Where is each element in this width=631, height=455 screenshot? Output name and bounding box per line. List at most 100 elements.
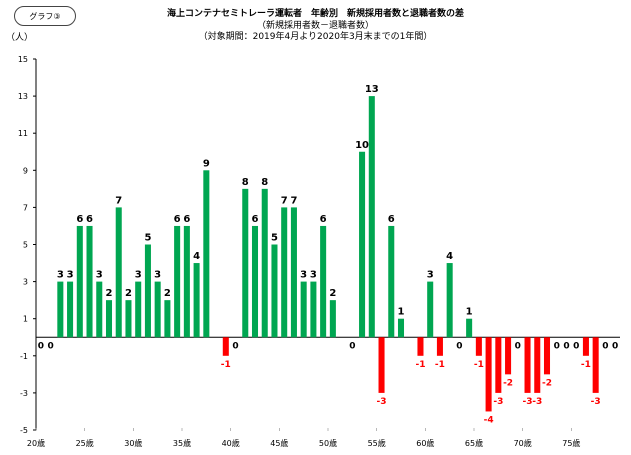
data-label: 3 xyxy=(57,270,64,281)
bar-negative xyxy=(582,337,589,356)
bar-positive xyxy=(193,263,200,338)
data-label: 3 xyxy=(67,270,74,281)
data-label: 3 xyxy=(427,270,434,281)
data-label: 3 xyxy=(135,270,142,281)
y-tick-label: 11 xyxy=(18,129,28,138)
graph-tag: グラフ③ xyxy=(14,6,76,26)
bar-positive xyxy=(76,225,83,338)
data-label: 3 xyxy=(154,270,161,281)
data-label: 13 xyxy=(365,84,379,95)
data-label-negative: -1 xyxy=(435,360,445,370)
data-label: 1 xyxy=(398,307,405,318)
data-label-negative: -3 xyxy=(523,397,533,407)
bar-positive xyxy=(174,225,181,338)
data-label: 2 xyxy=(329,288,336,299)
bar-positive xyxy=(310,281,317,338)
y-tick-label: 5 xyxy=(23,241,28,250)
data-label: 3 xyxy=(310,270,317,281)
y-tick-label: 9 xyxy=(23,166,28,175)
data-label-negative: -4 xyxy=(484,415,494,425)
data-label-zero: 0 xyxy=(563,341,569,351)
bar-positive xyxy=(261,188,268,338)
bar-negative xyxy=(222,337,229,356)
data-label: 7 xyxy=(281,195,288,206)
y-tick-label: 1 xyxy=(23,315,28,324)
bar-positive xyxy=(427,281,434,338)
y-tick-label: -5 xyxy=(20,426,28,435)
bar-positive xyxy=(86,225,93,338)
data-label-zero: 0 xyxy=(38,341,44,351)
x-tick-label: 30歳 xyxy=(124,438,142,448)
data-label: 3 xyxy=(300,270,307,281)
data-label-zero: 0 xyxy=(554,341,560,351)
bar-positive xyxy=(290,207,297,338)
x-tick-label: 50歳 xyxy=(319,438,337,448)
bar-negative xyxy=(592,337,599,393)
data-label-negative: -1 xyxy=(474,360,484,370)
data-label-negative: -2 xyxy=(503,378,513,388)
data-label: 6 xyxy=(320,214,327,225)
data-label: 8 xyxy=(242,177,249,188)
data-label: 6 xyxy=(388,214,395,225)
bar-positive xyxy=(125,300,132,338)
chart-period: （対象期間：2019年4月より2020年3月末までの1年間） xyxy=(198,32,433,42)
y-tick-label: 3 xyxy=(23,278,28,287)
bar-positive xyxy=(368,96,375,338)
data-label-negative: -3 xyxy=(591,397,601,407)
y-tick-label: -1 xyxy=(20,352,28,361)
data-label: 5 xyxy=(144,233,151,244)
data-label-negative: -1 xyxy=(415,360,425,370)
bar-positive xyxy=(183,225,190,338)
bar-negative xyxy=(495,337,502,393)
x-tick-label: 65歳 xyxy=(465,438,483,448)
bar-positive xyxy=(271,244,278,338)
bar-negative xyxy=(417,337,424,356)
data-label-zero: 0 xyxy=(349,341,355,351)
x-tick-label: 75歳 xyxy=(562,438,580,448)
data-label: 6 xyxy=(86,214,93,225)
data-label-negative: -1 xyxy=(581,360,591,370)
data-label-zero: 0 xyxy=(456,341,462,351)
chart-subtitle: （新規採用者数－退職者数） xyxy=(256,21,374,31)
data-label-zero: 0 xyxy=(602,341,608,351)
chart-title: 海上コンテナセミトレーラ運転者 年齢別 新規採用者数と退職者数の差 xyxy=(166,9,464,19)
data-label-negative: -3 xyxy=(532,397,542,407)
bar-positive xyxy=(154,281,161,338)
bar-positive xyxy=(115,207,122,338)
bar-positive xyxy=(57,281,64,338)
data-label-negative: -1 xyxy=(221,360,231,370)
data-label-zero: 0 xyxy=(612,341,618,351)
bar-negative xyxy=(543,337,551,375)
bar-negative xyxy=(524,337,531,393)
data-label: 2 xyxy=(164,288,171,299)
y-axis-unit-label: （人） xyxy=(6,33,34,43)
bar-positive xyxy=(203,170,210,338)
bar-positive xyxy=(388,225,395,338)
bar-positive xyxy=(397,318,405,338)
x-tick-label: 70歳 xyxy=(514,438,532,448)
bar-positive xyxy=(105,300,113,338)
bar-negative xyxy=(505,337,512,375)
data-label: 6 xyxy=(174,214,181,225)
bar-positive xyxy=(67,281,74,338)
bar-positive xyxy=(135,281,142,338)
data-label-negative: -3 xyxy=(493,397,503,407)
y-tick-label: -3 xyxy=(20,389,28,398)
bar-positive xyxy=(242,188,249,338)
data-label-negative: -3 xyxy=(377,397,387,407)
bar-positive xyxy=(320,225,327,338)
data-label: 6 xyxy=(76,214,83,225)
x-tick-label: 45歳 xyxy=(270,438,288,448)
data-label: 5 xyxy=(271,233,278,244)
bar-negative xyxy=(485,337,492,412)
data-label-zero: 0 xyxy=(47,341,53,351)
x-tick-label: 35歳 xyxy=(173,438,191,448)
bar-positive xyxy=(359,151,366,338)
data-label: 9 xyxy=(203,158,210,169)
data-label: 4 xyxy=(446,251,453,262)
bar-positive xyxy=(281,207,288,338)
y-tick-label: 15 xyxy=(18,55,28,64)
x-tick-label: 60歳 xyxy=(416,438,434,448)
bar-positive xyxy=(144,244,151,338)
data-label: 6 xyxy=(183,214,190,225)
